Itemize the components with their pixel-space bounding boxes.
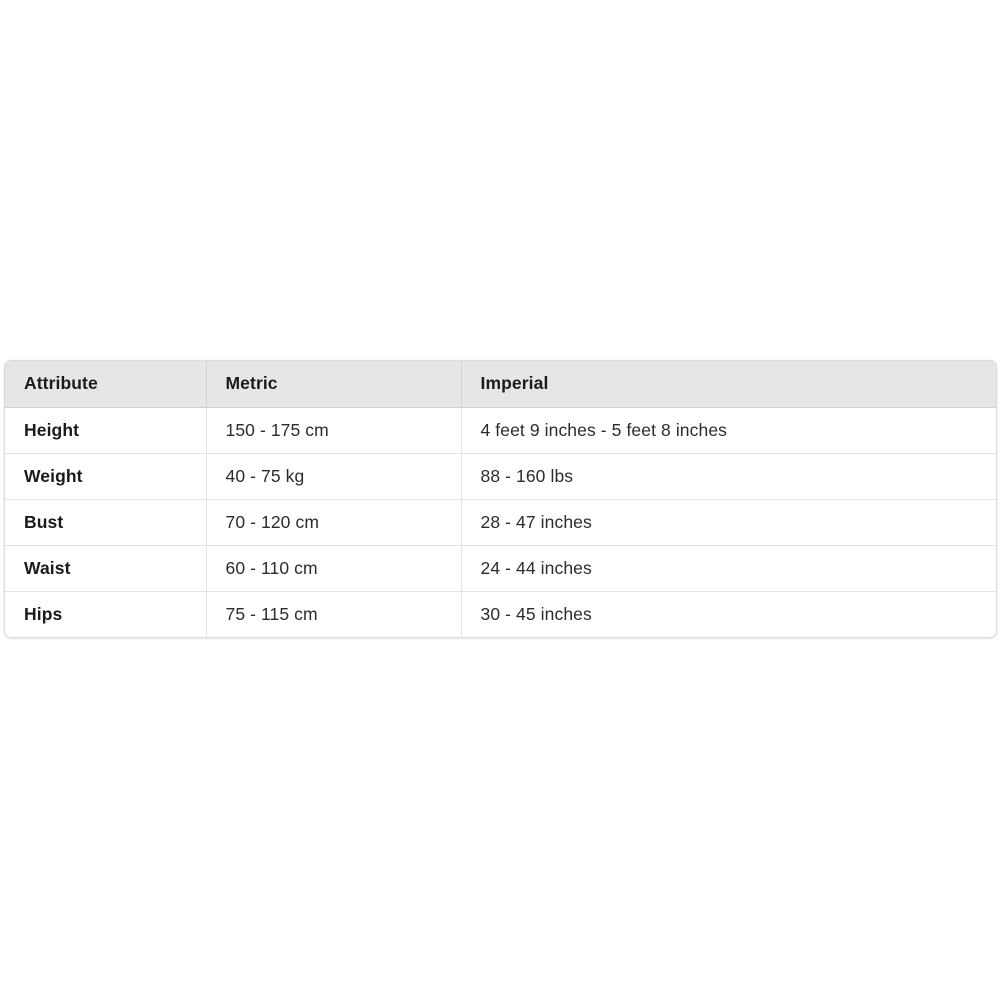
cell-metric: 150 - 175 cm	[206, 407, 462, 454]
cell-attribute: Height	[5, 407, 207, 454]
table-row: Waist 60 - 110 cm 24 - 44 inches	[5, 545, 996, 592]
column-header-attribute: Attribute	[5, 361, 207, 408]
table-row: Bust 70 - 120 cm 28 - 47 inches	[5, 499, 996, 546]
column-header-metric: Metric	[206, 361, 462, 408]
cell-imperial: 30 - 45 inches	[480, 603, 592, 624]
table-body: Height 150 - 175 cm 4 feet 9 inches - 5 …	[5, 407, 996, 637]
body-measurements-table: Attribute Metric Imperial Height 150 - 1…	[5, 361, 996, 637]
cell-attribute: Bust	[5, 499, 207, 546]
cell-metric: 70 - 120 cm	[206, 499, 462, 546]
table-row: Hips 75 - 115 cm 30 - 45 inches	[5, 591, 996, 637]
cell-metric: 40 - 75 kg	[206, 453, 462, 500]
cell-attribute: Waist	[5, 545, 207, 592]
table-row: Weight 40 - 75 kg 88 - 160 lbs	[5, 453, 996, 500]
cell-imperial: 24 - 44 inches	[461, 545, 996, 592]
column-header-imperial: Imperial	[461, 361, 996, 408]
cell-imperial: 28 - 47 inches	[461, 499, 996, 546]
table-row: Height 150 - 175 cm 4 feet 9 inches - 5 …	[5, 407, 996, 454]
cell-imperial: 4 feet 9 inches - 5 feet 8 inches	[461, 407, 996, 454]
table-header-row: Attribute Metric Imperial	[5, 361, 996, 408]
cell-imperial: 88 - 160 lbs	[461, 453, 996, 500]
table-head: Attribute Metric Imperial	[5, 361, 996, 408]
cell-attribute: Hips	[5, 591, 207, 637]
cell-attribute: Weight	[5, 453, 207, 500]
cell-metric: 60 - 110 cm	[206, 545, 462, 592]
measurements-table-container: Attribute Metric Imperial Height 150 - 1…	[4, 360, 997, 638]
cell-metric: 75 - 115 cm	[206, 591, 462, 637]
